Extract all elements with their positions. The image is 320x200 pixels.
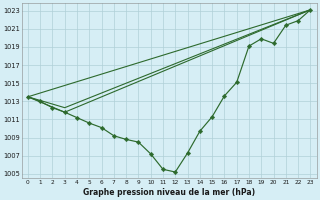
X-axis label: Graphe pression niveau de la mer (hPa): Graphe pression niveau de la mer (hPa): [83, 188, 255, 197]
